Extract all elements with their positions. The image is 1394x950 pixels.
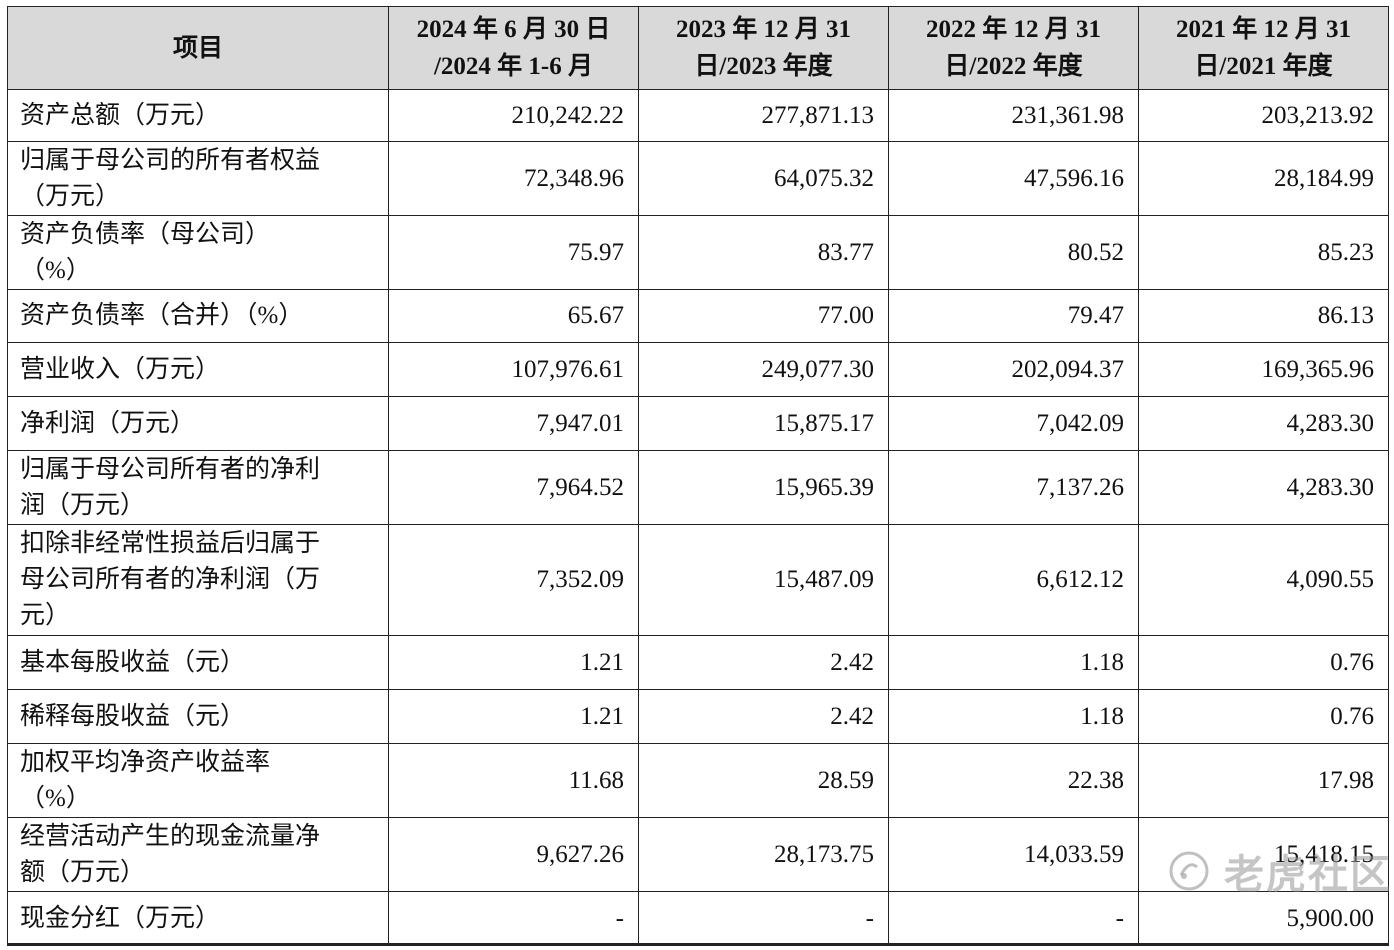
row-label: 现金分红（万元） — [7, 891, 389, 946]
row-value: 169,365.96 — [1138, 342, 1389, 397]
table-row: 资产总额（万元） 210,242.22 277,871.13 231,361.98 20… — [7, 89, 1389, 142]
row-value: 2.42 — [638, 635, 889, 690]
row-value: 85.23 — [1138, 215, 1389, 290]
row-value: 64,075.32 — [638, 141, 889, 216]
watermark-text: 老虎社区 — [1224, 852, 1392, 898]
row-label: 经营活动产生的现金流量净 额（万元） — [7, 817, 389, 892]
row-label: 稀释每股收益（元） — [7, 689, 389, 744]
row-value: 4,283.30 — [1138, 450, 1389, 525]
row-label: 扣除非经常性损益后归属于 母公司所有者的净利润（万 元） — [7, 524, 389, 636]
table-row: 营业收入（万元） 107,976.61 249,077.30 202,094.37 16… — [7, 342, 1389, 397]
row-value: 203,213.92 — [1138, 89, 1389, 142]
header-2022: 2022 年 12 月 31 日/2022 年度 — [888, 6, 1139, 90]
row-label: 资产总额（万元） — [7, 89, 389, 142]
row-value: 28,184.99 — [1138, 141, 1389, 216]
watermark: 老虎社区 — [1168, 842, 1392, 900]
row-value: 1.21 — [388, 635, 639, 690]
row-value: 210,242.22 — [388, 89, 639, 142]
row-value: 277,871.13 — [638, 89, 889, 142]
row-value: 15,418.15 — [1138, 817, 1389, 892]
row-value: 22.38 — [888, 743, 1139, 818]
table-row: 稀释每股收益（元） 1.21 2.42 1.18 0.76 — [7, 689, 1389, 744]
bottom-rule — [7, 943, 1388, 945]
row-value: 80.52 — [888, 215, 1139, 290]
row-label: 归属于母公司的所有者权益 （万元） — [7, 141, 389, 216]
row-value: - — [888, 891, 1139, 946]
row-value: 65.67 — [388, 289, 639, 343]
table-row: 归属于母公司所有者的净利 润（万元） 7,964.52 15,965.39 7,137.… — [7, 450, 1389, 525]
financial-summary-table: 项目 2024 年 6 月 30 日/2024 年 1-6 月 2023 年 1… — [7, 6, 1389, 946]
header-2024h1: 2024 年 6 月 30 日/2024 年 1-6 月 — [388, 6, 639, 90]
row-value: 11.68 — [388, 743, 639, 818]
row-value: 79.47 — [888, 289, 1139, 343]
row-label: 资产负债率（母公司） （%） — [7, 215, 389, 290]
row-value: 15,965.39 — [638, 450, 889, 525]
row-label: 基本每股收益（元） — [7, 635, 389, 690]
row-value: 15,875.17 — [638, 396, 889, 451]
row-value: 7,947.01 — [388, 396, 639, 451]
table-body: 资产总额（万元） 210,242.22 277,871.13 231,361.98 20… — [7, 89, 1389, 946]
row-value: 9,627.26 — [388, 817, 639, 892]
row-value: 7,137.26 — [888, 450, 1139, 525]
row-label: 净利润（万元） — [7, 396, 389, 451]
row-value: 1.21 — [388, 689, 639, 744]
row-value: 0.76 — [1138, 689, 1389, 744]
row-value: 28.59 — [638, 743, 889, 818]
row-value: 15,487.09 — [638, 524, 889, 636]
row-label: 归属于母公司所有者的净利 润（万元） — [7, 450, 389, 525]
row-value: 14,033.59 — [888, 817, 1139, 892]
row-value: 77.00 — [638, 289, 889, 343]
table-row: 经营活动产生的现金流量净 额（万元） 9,627.26 28,173.75 14,033… — [7, 817, 1389, 892]
row-value: 107,976.61 — [388, 342, 639, 397]
row-value: 6,612.12 — [888, 524, 1139, 636]
table-row: 归属于母公司的所有者权益 （万元） 72,348.96 64,075.32 47,596… — [7, 141, 1389, 216]
row-label: 营业收入（万元） — [7, 342, 389, 397]
row-value: 1.18 — [888, 635, 1139, 690]
row-value: 7,042.09 — [888, 396, 1139, 451]
row-value: 0.76 — [1138, 635, 1389, 690]
row-value: 202,094.37 — [888, 342, 1139, 397]
row-value: 4,283.30 — [1138, 396, 1389, 451]
row-value: 72,348.96 — [388, 141, 639, 216]
row-value: 75.97 — [388, 215, 639, 290]
table-row: 资产负债率（母公司） （%） 75.97 83.77 80.52 85.23 — [7, 215, 1389, 290]
row-value: 4,090.55 — [1138, 524, 1389, 636]
row-value: - — [638, 891, 889, 946]
row-label: 资产负债率（合并）（%） — [7, 289, 389, 343]
row-value: 7,352.09 — [388, 524, 639, 636]
row-value: - — [388, 891, 639, 946]
row-value: 2.42 — [638, 689, 889, 744]
header-item: 项目 — [7, 6, 389, 90]
table-row: 资产负债率（合并）（%） 65.67 77.00 79.47 86.13 — [7, 289, 1389, 343]
row-value: 86.13 — [1138, 289, 1389, 343]
header-2023: 2023 年 12 月 31 日/2023 年度 — [638, 6, 889, 90]
table-row: 基本每股收益（元） 1.21 2.42 1.18 0.76 — [7, 635, 1389, 690]
row-value: 17.98 — [1138, 743, 1389, 818]
row-value: 47,596.16 — [888, 141, 1139, 216]
row-value: 1.18 — [888, 689, 1139, 744]
table-row: 净利润（万元） 7,947.01 15,875.17 7,042.09 4,283.30 — [7, 396, 1389, 451]
tiger-community-icon — [1169, 851, 1209, 891]
row-value: 83.77 — [638, 215, 889, 290]
row-label: 加权平均净资产收益率 （%） — [7, 743, 389, 818]
row-value: 249,077.30 — [638, 342, 889, 397]
row-value: 28,173.75 — [638, 817, 889, 892]
row-value: 5,900.00 — [1138, 891, 1389, 946]
table-row: 加权平均净资产收益率 （%） 11.68 28.59 22.38 17.98 — [7, 743, 1389, 818]
table-row: 现金分红（万元） - - -5,900.00 — [7, 891, 1389, 946]
header-2021: 2021 年 12 月 31 日/2021 年度 — [1138, 6, 1389, 90]
header-row: 项目 2024 年 6 月 30 日/2024 年 1-6 月 2023 年 1… — [7, 6, 1389, 90]
row-value: 7,964.52 — [388, 450, 639, 525]
row-value: 231,361.98 — [888, 89, 1139, 142]
table-row: 扣除非经常性损益后归属于 母公司所有者的净利润（万 元） 7,352.09 15,487… — [7, 524, 1389, 636]
